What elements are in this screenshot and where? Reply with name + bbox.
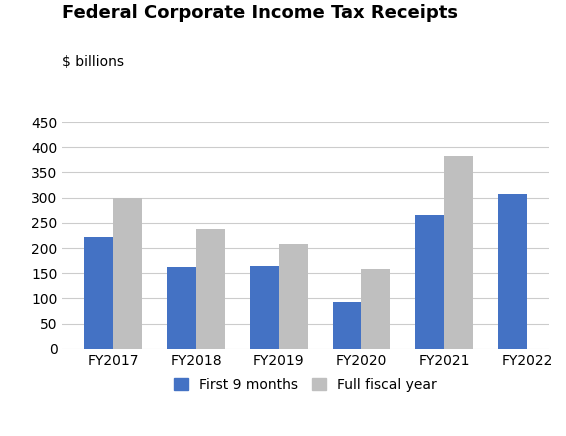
Bar <box>250 266 279 349</box>
Bar <box>415 215 444 349</box>
Text: $ billions: $ billions <box>62 54 125 68</box>
Bar <box>196 229 225 349</box>
Bar <box>444 156 473 349</box>
Bar <box>113 198 142 349</box>
Bar <box>167 267 196 349</box>
Legend: First 9 months, Full fiscal year: First 9 months, Full fiscal year <box>174 378 437 392</box>
Bar <box>279 243 308 349</box>
Bar <box>362 269 391 349</box>
Bar <box>498 194 527 349</box>
Bar <box>84 237 113 349</box>
Text: Federal Corporate Income Tax Receipts: Federal Corporate Income Tax Receipts <box>62 4 458 22</box>
Bar <box>332 302 362 349</box>
